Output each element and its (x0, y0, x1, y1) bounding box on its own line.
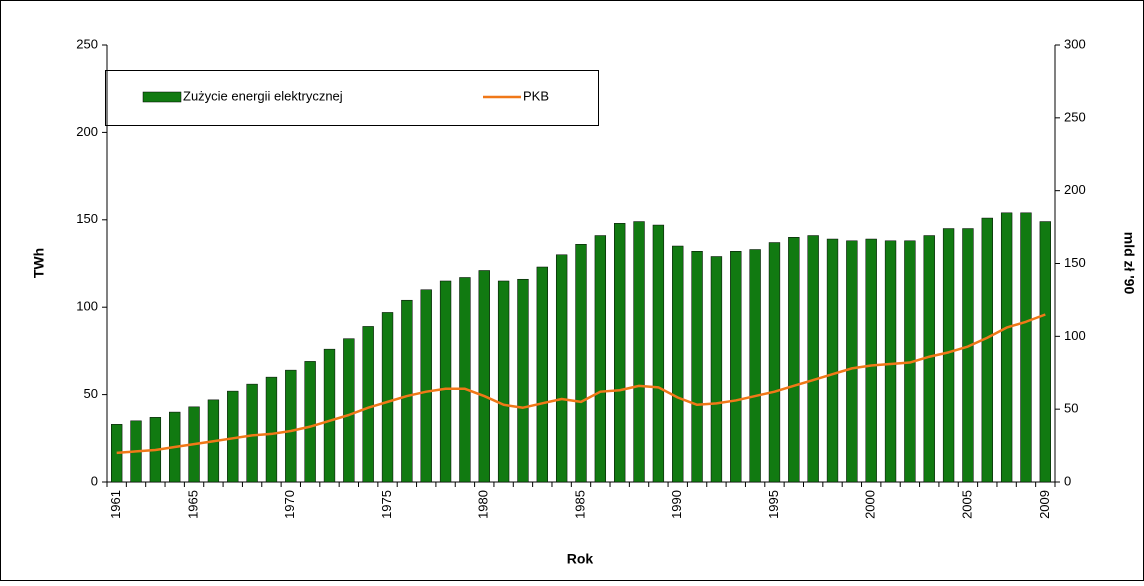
bar (555, 254, 568, 483)
bar (323, 348, 336, 483)
bar (478, 270, 490, 483)
bar (439, 280, 452, 483)
x-axis-title: Rok (567, 551, 594, 567)
y-tick-label: 150 (76, 211, 98, 226)
bar (633, 221, 645, 483)
bar (304, 361, 316, 483)
bar (401, 299, 413, 483)
bar (575, 244, 587, 483)
bar (710, 256, 723, 483)
bar (749, 249, 761, 483)
bar (246, 383, 258, 483)
bar (459, 277, 471, 483)
bar (962, 228, 974, 483)
bar (381, 312, 394, 483)
bar (807, 235, 819, 483)
x-tick-label: 1961 (108, 490, 123, 519)
bar (362, 326, 374, 483)
bar (865, 238, 877, 483)
bar (884, 240, 897, 483)
bar (691, 251, 703, 483)
bar (672, 245, 684, 483)
y2-tick-label: 300 (1064, 36, 1086, 51)
y-tick-label: 200 (76, 124, 98, 139)
y2-tick-label: 0 (1064, 473, 1071, 488)
bar (265, 376, 278, 483)
y-axis-title: TWh (31, 248, 47, 278)
bar (768, 242, 781, 483)
bar (594, 235, 607, 483)
bar (497, 280, 510, 483)
y-tick-label: 100 (76, 299, 98, 314)
y-tick-label: 0 (91, 473, 98, 488)
x-tick-label: 2005 (959, 490, 974, 519)
bar (517, 278, 529, 483)
bar (614, 223, 626, 483)
bar (981, 217, 993, 483)
legend-label: PKB (523, 88, 549, 103)
bar (730, 251, 742, 483)
bar (420, 289, 432, 483)
y2-tick-label: 50 (1064, 401, 1078, 416)
y-tick-label: 250 (76, 36, 98, 51)
x-tick-label: 1985 (572, 490, 587, 519)
y2-tick-label: 100 (1064, 328, 1086, 343)
x-tick-label: 1995 (766, 490, 781, 519)
bar (1000, 212, 1013, 483)
x-tick-label: 1980 (476, 490, 491, 519)
bar (846, 240, 858, 483)
y2-tick-label: 250 (1064, 109, 1086, 124)
bar (1039, 221, 1051, 483)
bar (1020, 212, 1032, 483)
x-tick-label: 1965 (185, 490, 200, 519)
x-tick-label: 1975 (379, 490, 394, 519)
x-tick-label: 2000 (863, 490, 878, 519)
bar (652, 224, 665, 483)
legend-swatch (142, 91, 182, 103)
y2-tick-label: 150 (1064, 255, 1086, 270)
bar (536, 266, 548, 483)
bar (285, 369, 297, 483)
x-tick-label: 1990 (669, 490, 684, 519)
y-tick-label: 50 (84, 386, 98, 401)
y2-axis-title: mld zł '90 (1121, 232, 1137, 295)
bar (788, 237, 800, 483)
line (116, 313, 1046, 455)
x-tick-label: 2009 (1037, 490, 1052, 519)
bar (942, 228, 955, 483)
bar (343, 338, 355, 483)
legend-label: Zużycie energii elektrycznej (183, 88, 343, 103)
y2-tick-label: 200 (1064, 182, 1086, 197)
bar (826, 238, 839, 483)
x-tick-label: 1970 (282, 490, 297, 519)
